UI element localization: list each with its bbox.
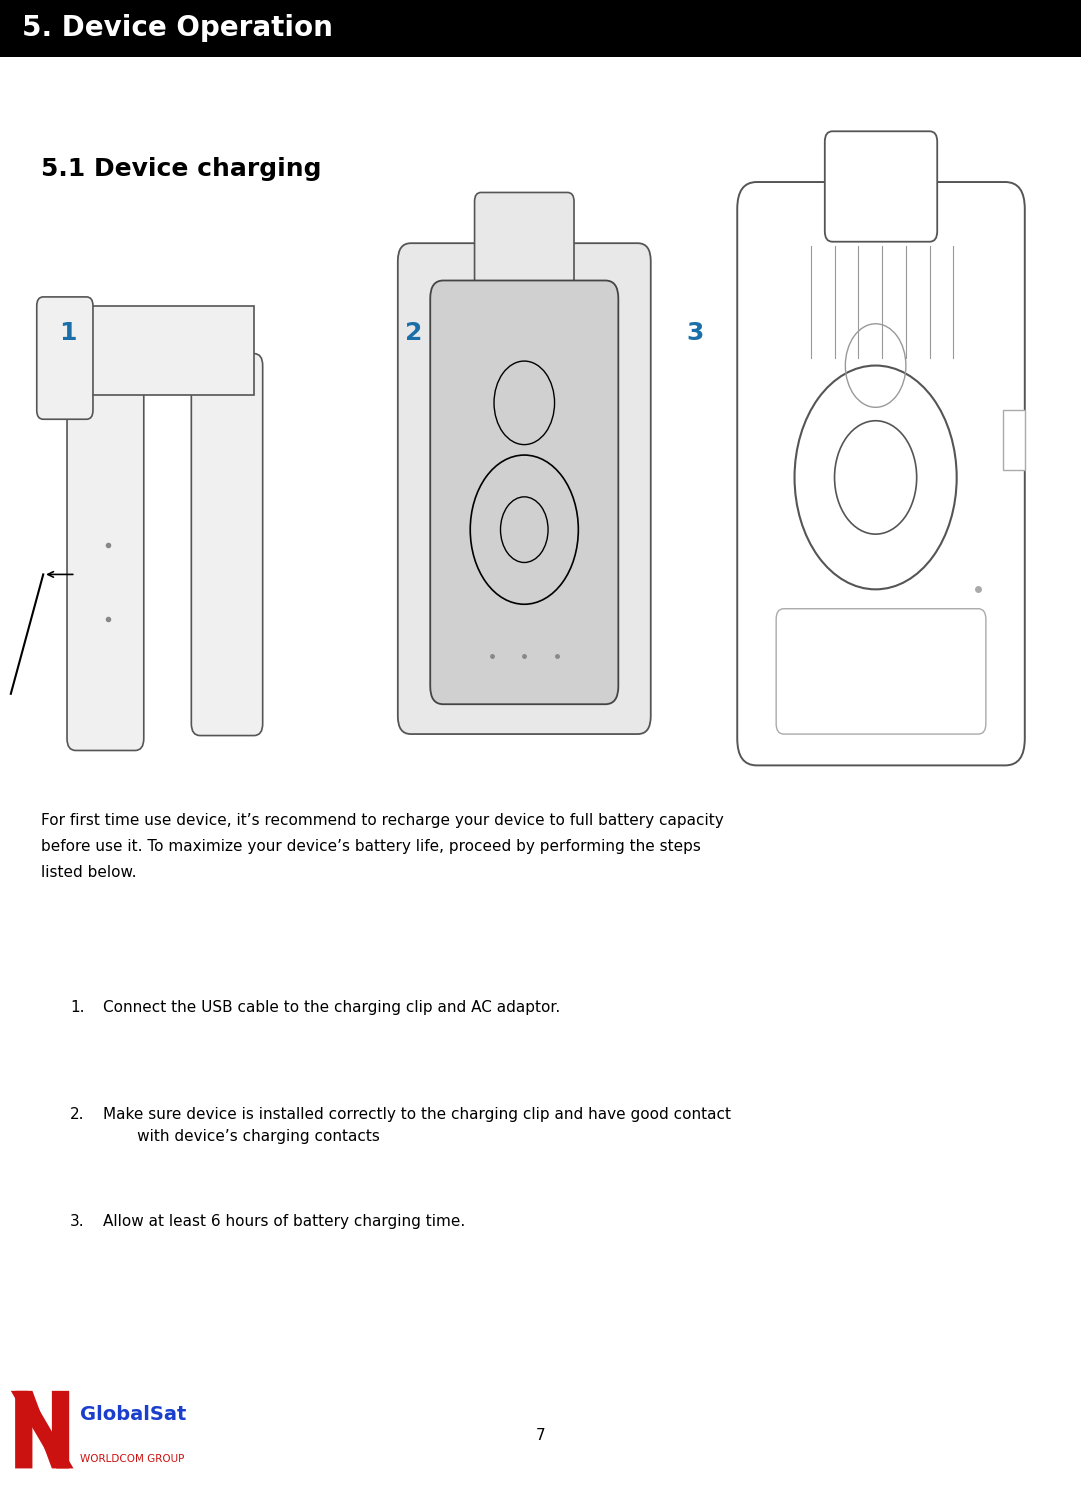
- Text: Connect the USB cable to the charging clip and AC adaptor.: Connect the USB cable to the charging cl…: [103, 1000, 560, 1015]
- Text: Make sure device is installed correctly to the charging clip and have good conta: Make sure device is installed correctly …: [103, 1107, 731, 1144]
- FancyBboxPatch shape: [475, 192, 574, 292]
- FancyBboxPatch shape: [67, 324, 144, 750]
- Text: For first time use device, it’s recommend to recharge your device to full batter: For first time use device, it’s recommen…: [41, 813, 724, 880]
- Bar: [0, 0, 1081, 57]
- FancyBboxPatch shape: [430, 280, 618, 704]
- FancyBboxPatch shape: [737, 182, 1025, 765]
- Text: 5.1 Device charging: 5.1 Device charging: [41, 157, 321, 181]
- Text: 2: 2: [405, 321, 423, 345]
- Polygon shape: [11, 1391, 74, 1468]
- Text: WORLDCOM GROUP: WORLDCOM GROUP: [80, 1453, 185, 1464]
- Text: 5. Device Operation: 5. Device Operation: [22, 15, 333, 42]
- Text: Allow at least 6 hours of battery charging time.: Allow at least 6 hours of battery chargi…: [103, 1214, 465, 1229]
- Text: 7: 7: [536, 1428, 545, 1443]
- FancyBboxPatch shape: [191, 354, 263, 736]
- Text: 3.: 3.: [70, 1214, 85, 1229]
- Text: GlobalSat: GlobalSat: [80, 1404, 186, 1423]
- Bar: [1003, 410, 1025, 470]
- Text: 1: 1: [59, 321, 77, 345]
- Bar: [81, 306, 254, 395]
- Text: 1.: 1.: [70, 1000, 84, 1015]
- Text: 2.: 2.: [70, 1107, 84, 1122]
- FancyBboxPatch shape: [398, 243, 651, 734]
- Polygon shape: [15, 1391, 69, 1468]
- FancyBboxPatch shape: [825, 131, 937, 242]
- FancyBboxPatch shape: [37, 297, 93, 419]
- Text: 3: 3: [686, 321, 704, 345]
- FancyBboxPatch shape: [776, 609, 986, 734]
